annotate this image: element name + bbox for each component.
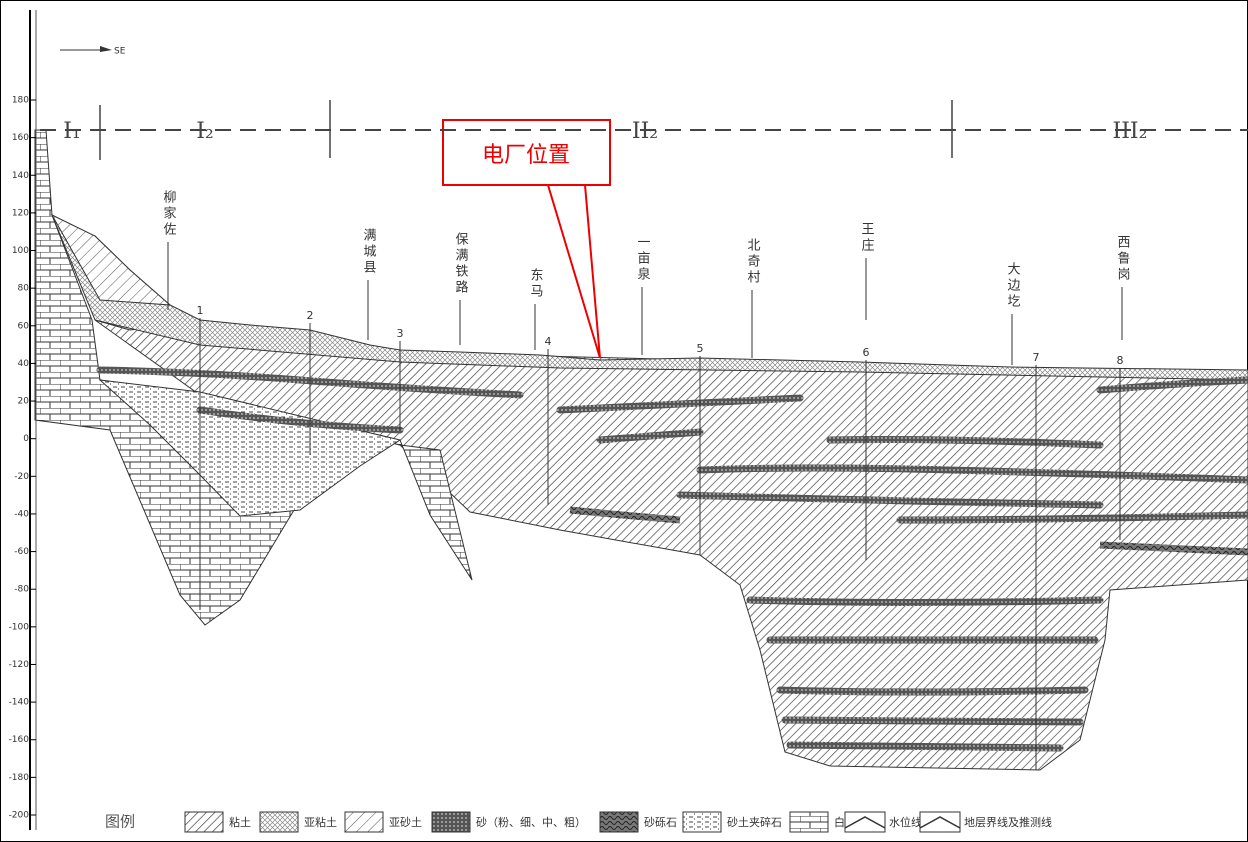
zone-label: III₂ <box>1113 119 1148 144</box>
axis-tick-label: -80 <box>14 585 29 595</box>
legend-label: 亚砂土 <box>389 816 422 829</box>
borehole-label: 3 <box>397 327 404 340</box>
axis-tick-label: 60 <box>18 321 30 331</box>
borehole-label: 8 <box>1117 354 1124 367</box>
axis-tick-label: 80 <box>18 284 30 294</box>
direction-label: SE <box>114 47 126 57</box>
place-name: 东马 <box>528 268 544 300</box>
legend-swatch <box>432 812 470 832</box>
callout-text: 电厂位置 <box>482 143 570 168</box>
axis-tick-label: -160 <box>9 735 30 745</box>
axis-tick-label: 140 <box>12 171 29 181</box>
axis-tick-label: 180 <box>12 96 29 106</box>
legend-label: 地层界线及推测线 <box>964 815 1052 829</box>
legend-label: 砂（粉、细、中、粗） <box>476 816 586 829</box>
axis-tick-label: -140 <box>9 698 30 708</box>
legend-label: 粘土 <box>229 815 251 829</box>
axis-tick-label: -100 <box>9 622 30 632</box>
place-name: 北奇村 <box>745 238 761 286</box>
place-name: 柳家佐 <box>161 190 177 238</box>
legend-swatch <box>790 812 828 832</box>
legend-label: 砂砾石 <box>644 816 677 829</box>
legend-label: 砂土夹碎石 <box>727 815 782 829</box>
axis-tick-label: -200 <box>9 811 30 821</box>
legend-swatch <box>185 812 223 832</box>
axis-tick-label: 20 <box>18 397 30 407</box>
borehole-label: 5 <box>697 342 704 355</box>
borehole-label: 7 <box>1033 351 1040 364</box>
legend-swatch <box>600 812 638 832</box>
legend-label: 水位线 <box>889 815 922 829</box>
place-name: 王庄 <box>859 222 875 254</box>
legend-swatch <box>683 812 721 832</box>
axis-tick-label: -60 <box>14 547 29 557</box>
legend-swatch <box>920 812 960 832</box>
axis-tick-label: 120 <box>12 208 29 218</box>
place-name: 保满铁路 <box>453 232 469 296</box>
axis-tick-label: -180 <box>9 773 30 783</box>
borehole-label: 2 <box>307 309 314 322</box>
place-name: 满城县 <box>361 228 377 276</box>
legend-swatch <box>345 812 383 832</box>
axis-tick-label: -20 <box>14 472 29 482</box>
axis-tick-label: 160 <box>12 133 29 143</box>
borehole-label: 1 <box>197 304 204 317</box>
direction-arrow-head <box>100 46 112 52</box>
borehole-label: 6 <box>863 346 870 359</box>
place-name: 西鲁岗 <box>1115 235 1131 283</box>
legend-swatch <box>845 812 885 832</box>
zone-label: I₂ <box>196 119 214 144</box>
zone-label: I₁ <box>63 119 81 144</box>
place-name: 一亩泉 <box>635 235 651 283</box>
place-name: 大边圪 <box>1005 262 1021 310</box>
axis-tick-label: 100 <box>12 246 29 256</box>
legend-title: 图例 <box>105 813 135 831</box>
axis-tick-label: -120 <box>9 660 30 670</box>
cross-section: 电厂位置 SE 180 160 140 120 100 80 60 40 20 0 -20 -40 -6… <box>0 0 1248 842</box>
legend-swatch <box>260 812 298 832</box>
borehole-label: 4 <box>545 335 552 348</box>
strata <box>35 130 1248 770</box>
zone-label: II₂ <box>632 119 658 144</box>
axis-tick-label: 40 <box>18 359 30 369</box>
axis-tick-label: -40 <box>14 509 29 519</box>
axis-tick-label: 0 <box>23 434 29 444</box>
callout-pointer <box>548 185 600 358</box>
legend-label: 亚粘土 <box>304 815 337 829</box>
